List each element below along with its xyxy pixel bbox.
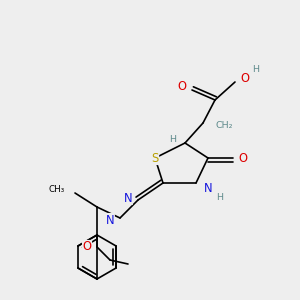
Text: N: N <box>124 191 132 205</box>
Text: S: S <box>152 152 159 164</box>
Text: O: O <box>82 241 91 254</box>
Text: N: N <box>106 214 114 226</box>
Text: N: N <box>204 182 212 194</box>
Text: O: O <box>238 152 247 164</box>
Text: H: H <box>169 136 176 145</box>
Text: CH₂: CH₂ <box>215 121 232 130</box>
Text: O: O <box>178 80 187 92</box>
Text: CH₃: CH₃ <box>49 185 65 194</box>
Text: H: H <box>253 64 260 74</box>
Text: O: O <box>241 71 250 85</box>
Text: H: H <box>217 193 224 202</box>
